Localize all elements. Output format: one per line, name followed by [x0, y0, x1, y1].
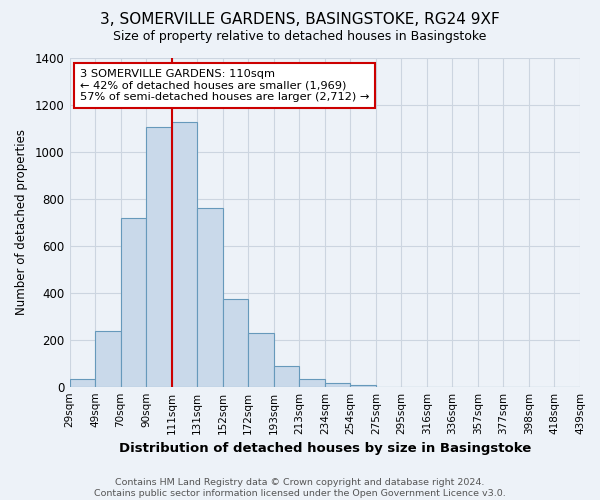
Text: 3 SOMERVILLE GARDENS: 110sqm
← 42% of detached houses are smaller (1,969)
57% of: 3 SOMERVILLE GARDENS: 110sqm ← 42% of de…	[80, 69, 369, 102]
Bar	[146, 127, 172, 388]
Bar	[299, 379, 325, 388]
Bar	[121, 218, 146, 388]
Bar	[223, 299, 248, 388]
Bar	[325, 382, 350, 388]
Text: 3, SOMERVILLE GARDENS, BASINGSTOKE, RG24 9XF: 3, SOMERVILLE GARDENS, BASINGSTOKE, RG24…	[100, 12, 500, 28]
Bar	[248, 333, 274, 388]
X-axis label: Distribution of detached houses by size in Basingstoke: Distribution of detached houses by size …	[119, 442, 531, 455]
Bar	[197, 208, 223, 388]
Bar	[274, 366, 299, 388]
Text: Contains HM Land Registry data © Crown copyright and database right 2024.
Contai: Contains HM Land Registry data © Crown c…	[94, 478, 506, 498]
Bar	[350, 385, 376, 388]
Text: Size of property relative to detached houses in Basingstoke: Size of property relative to detached ho…	[113, 30, 487, 43]
Y-axis label: Number of detached properties: Number of detached properties	[15, 130, 28, 316]
Bar	[172, 122, 197, 388]
Bar	[70, 379, 95, 388]
Bar	[95, 331, 121, 388]
